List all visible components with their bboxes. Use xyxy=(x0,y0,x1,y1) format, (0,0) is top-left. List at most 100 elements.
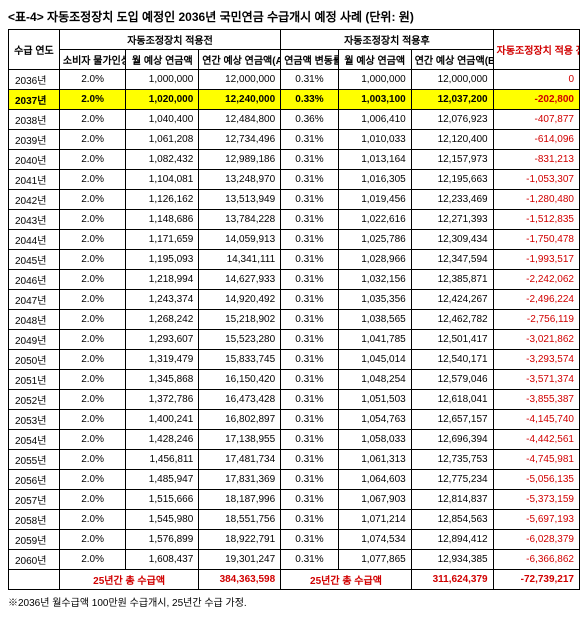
monthly-before-cell: 1,372,786 xyxy=(126,390,199,410)
change-rate-cell: 0.31% xyxy=(281,170,339,190)
monthly-before-cell: 1,082,432 xyxy=(126,150,199,170)
monthly-after-cell: 1,016,305 xyxy=(338,170,411,190)
monthly-after-cell: 1,019,456 xyxy=(338,190,411,210)
inflation-cell: 2.0% xyxy=(59,310,125,330)
diff-cell: -4,145,740 xyxy=(493,410,579,430)
monthly-after-cell: 1,003,100 xyxy=(338,90,411,110)
monthly-before-cell: 1,428,246 xyxy=(126,430,199,450)
annual-before-cell: 12,989,186 xyxy=(199,150,281,170)
table-row: 2058년2.0%1,545,98018,551,7560.31%1,071,2… xyxy=(9,510,580,530)
footnote: ※2036년 월수급액 100만원 수급개시, 25년간 수급 가정. xyxy=(8,594,580,609)
annual-after-cell: 12,157,973 xyxy=(411,150,493,170)
table-row: 2051년2.0%1,345,86816,150,4200.31%1,048,2… xyxy=(9,370,580,390)
table-row: 2044년2.0%1,171,65914,059,9130.31%1,025,7… xyxy=(9,230,580,250)
table-row: 2040년2.0%1,082,43212,989,1860.31%1,013,1… xyxy=(9,150,580,170)
monthly-before-cell: 1,293,607 xyxy=(126,330,199,350)
monthly-after-cell: 1,022,616 xyxy=(338,210,411,230)
year: 2056년 xyxy=(9,470,60,490)
annual-before-cell: 12,734,496 xyxy=(199,130,281,150)
table-row: 2039년2.0%1,061,20812,734,4960.31%1,010,0… xyxy=(9,130,580,150)
inflation-cell: 2.0% xyxy=(59,230,125,250)
change-rate-cell: 0.31% xyxy=(281,250,339,270)
annual-after-cell: 12,854,563 xyxy=(411,510,493,530)
annual-after-cell: 12,579,046 xyxy=(411,370,493,390)
year: 2054년 xyxy=(9,430,60,450)
inflation-cell: 2.0% xyxy=(59,330,125,350)
annual-after-cell: 12,696,394 xyxy=(411,430,493,450)
table-body: 2036년2.0%1,000,00012,000,0000.31%1,000,0… xyxy=(9,70,580,570)
diff-cell: -1,280,480 xyxy=(493,190,579,210)
monthly-before-cell: 1,126,162 xyxy=(126,190,199,210)
change-rate-cell: 0.31% xyxy=(281,510,339,530)
header-annual-before: 연간 예상 연금액(A) xyxy=(199,50,281,70)
diff-cell: -1,512,835 xyxy=(493,210,579,230)
year: 2047년 xyxy=(9,290,60,310)
inflation-cell: 2.0% xyxy=(59,430,125,450)
year: 2042년 xyxy=(9,190,60,210)
table-row: 2055년2.0%1,456,81117,481,7340.31%1,061,3… xyxy=(9,450,580,470)
year: 2053년 xyxy=(9,410,60,430)
header-year: 수급 연도 xyxy=(9,30,60,70)
annual-after-cell: 12,385,871 xyxy=(411,270,493,290)
inflation-cell: 2.0% xyxy=(59,130,125,150)
inflation-cell: 2.0% xyxy=(59,550,125,570)
change-rate-cell: 0.31% xyxy=(281,310,339,330)
monthly-before-cell: 1,040,400 xyxy=(126,110,199,130)
year: 2052년 xyxy=(9,390,60,410)
diff-cell: -3,293,574 xyxy=(493,350,579,370)
annual-before-cell: 18,551,756 xyxy=(199,510,281,530)
year: 2045년 xyxy=(9,250,60,270)
annual-after-cell: 12,501,417 xyxy=(411,330,493,350)
header-monthly-after: 월 예상 연금액 xyxy=(338,50,411,70)
table-row: 2054년2.0%1,428,24617,138,9550.31%1,058,0… xyxy=(9,430,580,450)
monthly-after-cell: 1,048,254 xyxy=(338,370,411,390)
diff-cell: -1,993,517 xyxy=(493,250,579,270)
monthly-before-cell: 1,195,093 xyxy=(126,250,199,270)
change-rate-cell: 0.31% xyxy=(281,390,339,410)
change-rate-cell: 0.31% xyxy=(281,530,339,550)
monthly-after-cell: 1,032,156 xyxy=(338,270,411,290)
diff-cell: -1,750,478 xyxy=(493,230,579,250)
monthly-after-cell: 1,054,763 xyxy=(338,410,411,430)
monthly-after-cell: 1,077,865 xyxy=(338,550,411,570)
year: 2050년 xyxy=(9,350,60,370)
inflation-cell: 2.0% xyxy=(59,530,125,550)
table-row: 2048년2.0%1,268,24215,218,9020.31%1,038,5… xyxy=(9,310,580,330)
header-inflation: 소비자 물가인상율 xyxy=(59,50,125,70)
monthly-before-cell: 1,345,868 xyxy=(126,370,199,390)
annual-before-cell: 18,922,791 xyxy=(199,530,281,550)
table-row: 2060년2.0%1,608,43719,301,2470.31%1,077,8… xyxy=(9,550,580,570)
year: 2044년 xyxy=(9,230,60,250)
monthly-after-cell: 1,064,603 xyxy=(338,470,411,490)
monthly-after-cell: 1,041,785 xyxy=(338,330,411,350)
monthly-after-cell: 1,028,966 xyxy=(338,250,411,270)
year: 2060년 xyxy=(9,550,60,570)
table-row: 2050년2.0%1,319,47915,833,7450.31%1,045,0… xyxy=(9,350,580,370)
change-rate-cell: 0.31% xyxy=(281,490,339,510)
inflation-cell: 2.0% xyxy=(59,410,125,430)
diff-cell: 0 xyxy=(493,70,579,90)
annual-after-cell: 12,462,782 xyxy=(411,310,493,330)
annual-before-cell: 14,627,933 xyxy=(199,270,281,290)
diff-cell: -5,373,159 xyxy=(493,490,579,510)
annual-after-cell: 12,120,400 xyxy=(411,130,493,150)
annual-after-cell: 12,934,385 xyxy=(411,550,493,570)
monthly-before-cell: 1,515,666 xyxy=(126,490,199,510)
annual-before-cell: 14,341,111 xyxy=(199,250,281,270)
annual-after-cell: 12,814,837 xyxy=(411,490,493,510)
monthly-after-cell: 1,074,534 xyxy=(338,530,411,550)
monthly-before-cell: 1,171,659 xyxy=(126,230,199,250)
monthly-after-cell: 1,000,000 xyxy=(338,70,411,90)
year: 2049년 xyxy=(9,330,60,350)
monthly-after-cell: 1,025,786 xyxy=(338,230,411,250)
change-rate-cell: 0.31% xyxy=(281,430,339,450)
sum-total-after: 311,624,379 xyxy=(411,570,493,590)
change-rate-cell: 0.31% xyxy=(281,210,339,230)
header-monthly-before: 월 예상 연금액 xyxy=(126,50,199,70)
change-rate-cell: 0.31% xyxy=(281,130,339,150)
sum-diff: -72,739,217 xyxy=(493,570,579,590)
year: 2057년 xyxy=(9,490,60,510)
annual-after-cell: 12,775,234 xyxy=(411,470,493,490)
change-rate-cell: 0.31% xyxy=(281,550,339,570)
table-row: 2041년2.0%1,104,08113,248,9700.31%1,016,3… xyxy=(9,170,580,190)
